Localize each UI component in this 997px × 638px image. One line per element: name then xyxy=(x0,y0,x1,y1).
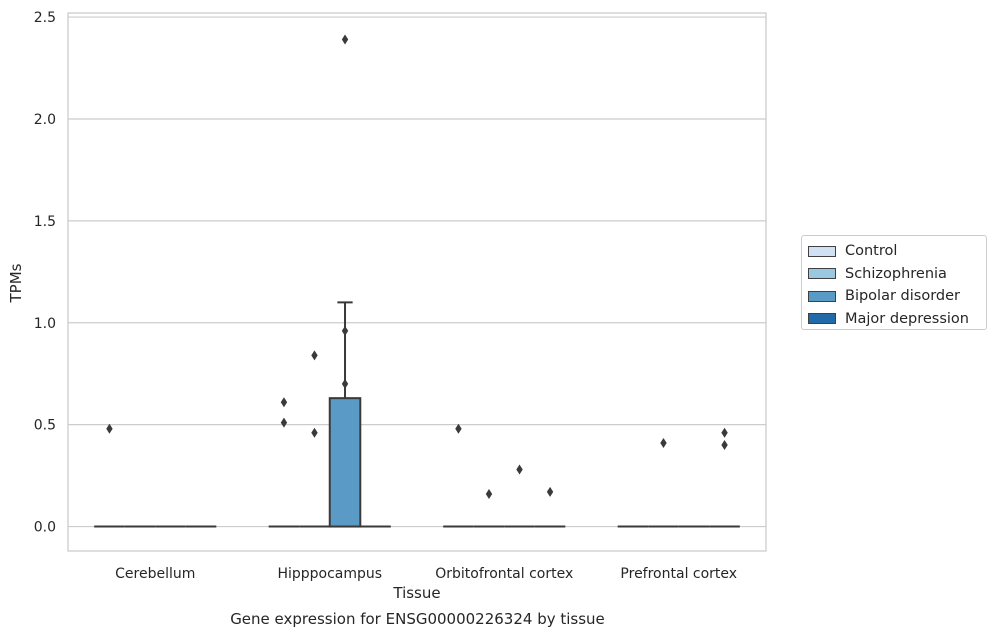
legend-item-bipolar-disorder: Bipolar disorder xyxy=(808,285,986,308)
y-tick-label: 0.5 xyxy=(34,418,56,434)
box-2-0 xyxy=(443,423,474,528)
x-tick-label: Cerebellum xyxy=(115,566,195,582)
box-3-1 xyxy=(648,437,679,528)
y-tick-label: 0.0 xyxy=(34,520,56,536)
legend-swatch-major-depression xyxy=(808,313,836,325)
box-0-0 xyxy=(94,423,125,528)
box-body xyxy=(328,397,362,528)
y-tick-label: 2.0 xyxy=(34,112,56,128)
legend-label-bipolar-disorder: Bipolar disorder xyxy=(845,288,960,305)
box-2-2 xyxy=(504,464,535,528)
y-axis-label: TPMs xyxy=(7,263,25,303)
tick-layer: 0.0 0.5 1.0 1.5 2.0 2.5 Cerebellum Hipppocampus… xyxy=(34,10,737,582)
outlier-point xyxy=(516,464,523,475)
box-1-1 xyxy=(299,350,330,528)
legend-item-control: Control xyxy=(808,240,986,263)
x-tick-label: Orbitofrontal cortex xyxy=(435,566,573,582)
legend-label-control: Control xyxy=(845,243,898,260)
y-tick-label: 1.0 xyxy=(34,316,56,332)
box-1-2 xyxy=(328,34,362,528)
legend-swatch-bipolar-disorder xyxy=(808,290,836,302)
outlier-point xyxy=(280,397,288,408)
box-3-3 xyxy=(709,427,740,528)
box-1-0 xyxy=(268,397,300,528)
legend-item-schizophrenia: Schizophrenia xyxy=(808,263,986,286)
legend-swatch-schizophrenia xyxy=(808,268,836,280)
outlier-point xyxy=(341,34,349,45)
box-2-3 xyxy=(534,486,566,528)
y-tick-label: 1.5 xyxy=(34,214,56,230)
outlier-point xyxy=(280,417,288,428)
legend-swatch-control xyxy=(808,245,836,257)
x-tick-label: Prefrontal cortex xyxy=(620,566,737,582)
outlier-point xyxy=(311,427,318,438)
box-layer xyxy=(94,34,740,528)
legend: Control Schizophrenia Bipolar disorder M… xyxy=(801,235,987,330)
outlier-point xyxy=(341,325,349,336)
legend-label-major-depression: Major depression xyxy=(845,310,969,327)
outlier-point xyxy=(341,378,349,389)
outlier-point xyxy=(455,423,462,434)
outlier-point xyxy=(660,437,667,448)
grid-layer xyxy=(68,16,766,528)
box-2-1 xyxy=(473,488,505,528)
outlier-point xyxy=(721,427,728,438)
outlier-point xyxy=(721,440,728,451)
x-axis-label: Tissue xyxy=(392,584,440,602)
plot-area-frame xyxy=(67,12,767,552)
outlier-point xyxy=(106,423,113,434)
legend-label-schizophrenia: Schizophrenia xyxy=(845,265,947,282)
chart-caption: Gene expression for ENSG00000226324 by t… xyxy=(230,610,605,628)
legend-item-major-depression: Major depression xyxy=(808,308,986,331)
x-tick-label: Hipppocampus xyxy=(277,566,382,582)
outlier-point xyxy=(546,486,554,497)
outlier-point xyxy=(311,350,318,361)
outlier-point xyxy=(485,488,493,499)
y-tick-label: 2.5 xyxy=(34,10,56,26)
